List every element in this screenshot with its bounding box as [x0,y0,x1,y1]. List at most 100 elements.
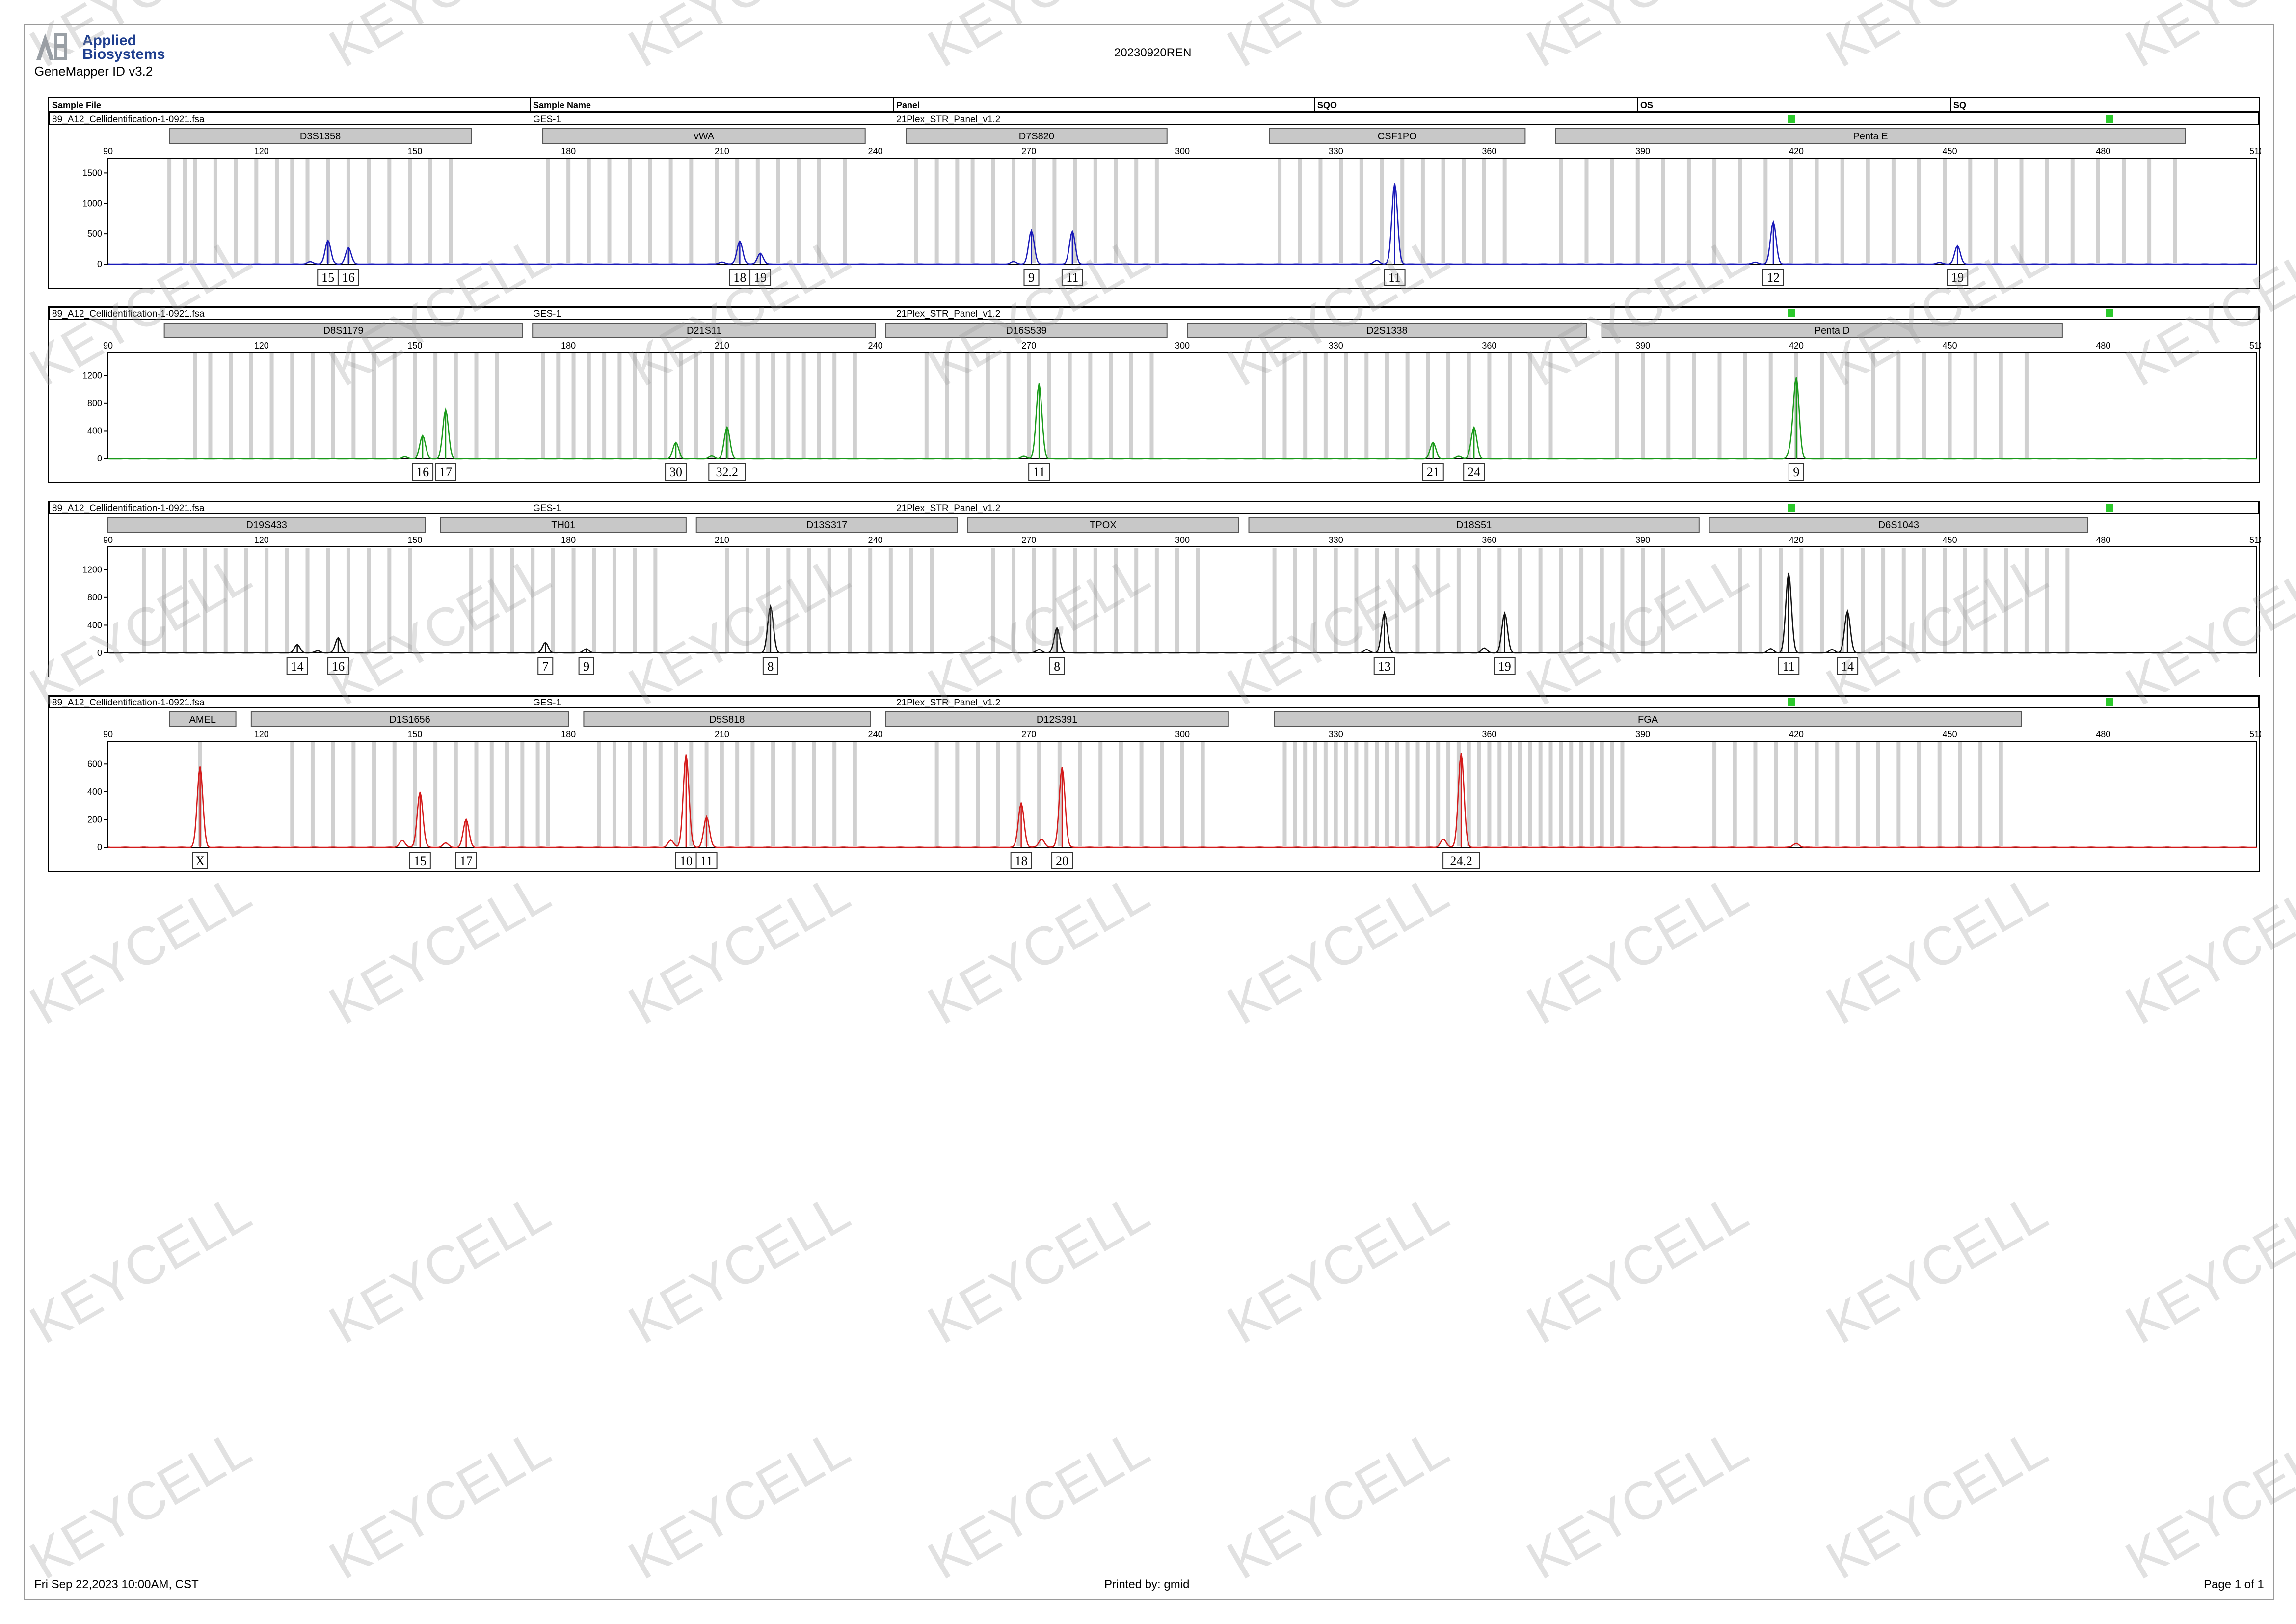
allele-bin [1149,353,1154,458]
allele-bin [1016,742,1021,846]
allele-bin [2024,353,2029,458]
panel-name: 21Plex_STR_Panel_v1.2 [896,309,1000,319]
allele-bin [310,742,315,846]
allele-bin [1282,353,1287,458]
allele-label: 11 [1783,659,1795,674]
allele-bin [924,353,929,458]
allele-bin [848,548,852,652]
allele-bin [725,353,729,458]
allele-bin [1584,159,1589,263]
allele-bin [351,742,356,846]
x-tick-label: 510 [2249,730,2261,739]
sample-name: GES-1 [533,309,561,319]
allele-bin [1819,548,1824,652]
allele-bin [1487,353,1492,458]
x-tick-label: 330 [1329,146,1343,156]
allele-bin [1686,159,1691,263]
allele-bin [868,548,873,652]
allele-label-box [1023,269,1040,286]
locus-label: D2S1338 [1366,325,1407,336]
allele-bin [1600,742,1604,846]
x-tick-label: 390 [1635,730,1650,739]
allele-bin [234,159,238,263]
allele-bin [1298,159,1302,263]
allele-bin [664,353,668,458]
allele-bin [1774,742,1778,846]
allele-bin [1538,742,1543,846]
allele-bin [909,548,913,652]
x-tick-label: 390 [1635,535,1650,545]
allele-label: 13 [1378,659,1391,674]
allele-bin [1385,353,1389,458]
allele-bin [1487,742,1492,846]
allele-bin [812,742,816,846]
allele-bin [387,548,392,652]
electropherogram-red: 89_A12_Cellidentification-1-0921.fsa GES-… [49,696,2261,869]
allele-label: 19 [754,271,767,285]
x-tick-label: 150 [407,535,422,545]
allele-bin [674,742,678,846]
allele-bin [786,353,791,458]
allele-bin [1620,742,1625,846]
allele-bin [2173,159,2177,263]
allele-bin [1303,742,1308,846]
x-tick-label: 420 [1789,730,1804,739]
allele-bin [1415,742,1420,846]
allele-label-box [1049,657,1065,675]
allele-bin [592,548,596,652]
allele-bin [571,548,576,652]
locus-bar [885,711,1229,727]
electropherogram-blue: 89_A12_Cellidentification-1-0921.fsa GES-… [49,113,2261,286]
allele-label-box [1442,852,1480,869]
x-tick-label: 480 [2096,341,2110,351]
allele-label: 16 [332,659,345,674]
allele-bin [1738,159,1742,263]
allele-bin [1733,742,1737,846]
sample-name: GES-1 [533,114,561,125]
allele-bin [1334,742,1338,846]
allele-bin [1354,742,1359,846]
allele-bin [1037,742,1041,846]
allele-bin [817,159,821,263]
allele-bin [1032,159,1036,263]
allele-bin [428,159,432,263]
x-tick-label: 90 [103,341,113,351]
allele-bin [474,353,479,458]
x-tick-label: 360 [1482,535,1496,545]
allele-bin [1901,548,1906,652]
allele-bin [750,742,755,846]
column-divider [1950,98,1951,111]
x-tick-label: 150 [407,730,422,739]
x-tick-label: 300 [1175,730,1190,739]
allele-bin [2004,548,2008,652]
col-sample-file: Sample File [52,100,102,110]
allele-bin [1896,742,1901,846]
allele-bin [1093,159,1097,263]
allele-label: 21 [1427,465,1440,479]
allele-bin [1508,353,1512,458]
allele-bin [1134,159,1139,263]
allele-label: 9 [583,659,589,674]
allele-bin [1047,353,1051,458]
brand-line-2: Biosystems [82,46,165,62]
applied-biosystems-logo: Applied Biosystems [36,32,165,62]
allele-bin [1819,353,1824,458]
allele-label: 19 [1951,271,1964,285]
allele-bin [1354,548,1359,652]
allele-bin [1508,742,1512,846]
allele-bin [786,548,791,652]
trace-blue [107,183,2257,265]
allele-bin [183,548,187,652]
allele-bin [1426,353,1430,458]
x-tick-label: 90 [103,730,113,739]
allele-bin [454,742,458,846]
x-tick-label: 90 [103,535,113,545]
allele-bin [668,159,673,263]
allele-bin [617,353,622,458]
allele-label: 17 [439,465,452,479]
x-tick-label: 450 [1943,730,1957,739]
allele-label: 17 [460,854,473,868]
locus-label: D21S11 [687,325,721,336]
x-tick-label: 120 [254,730,269,739]
allele-bin [633,548,637,652]
